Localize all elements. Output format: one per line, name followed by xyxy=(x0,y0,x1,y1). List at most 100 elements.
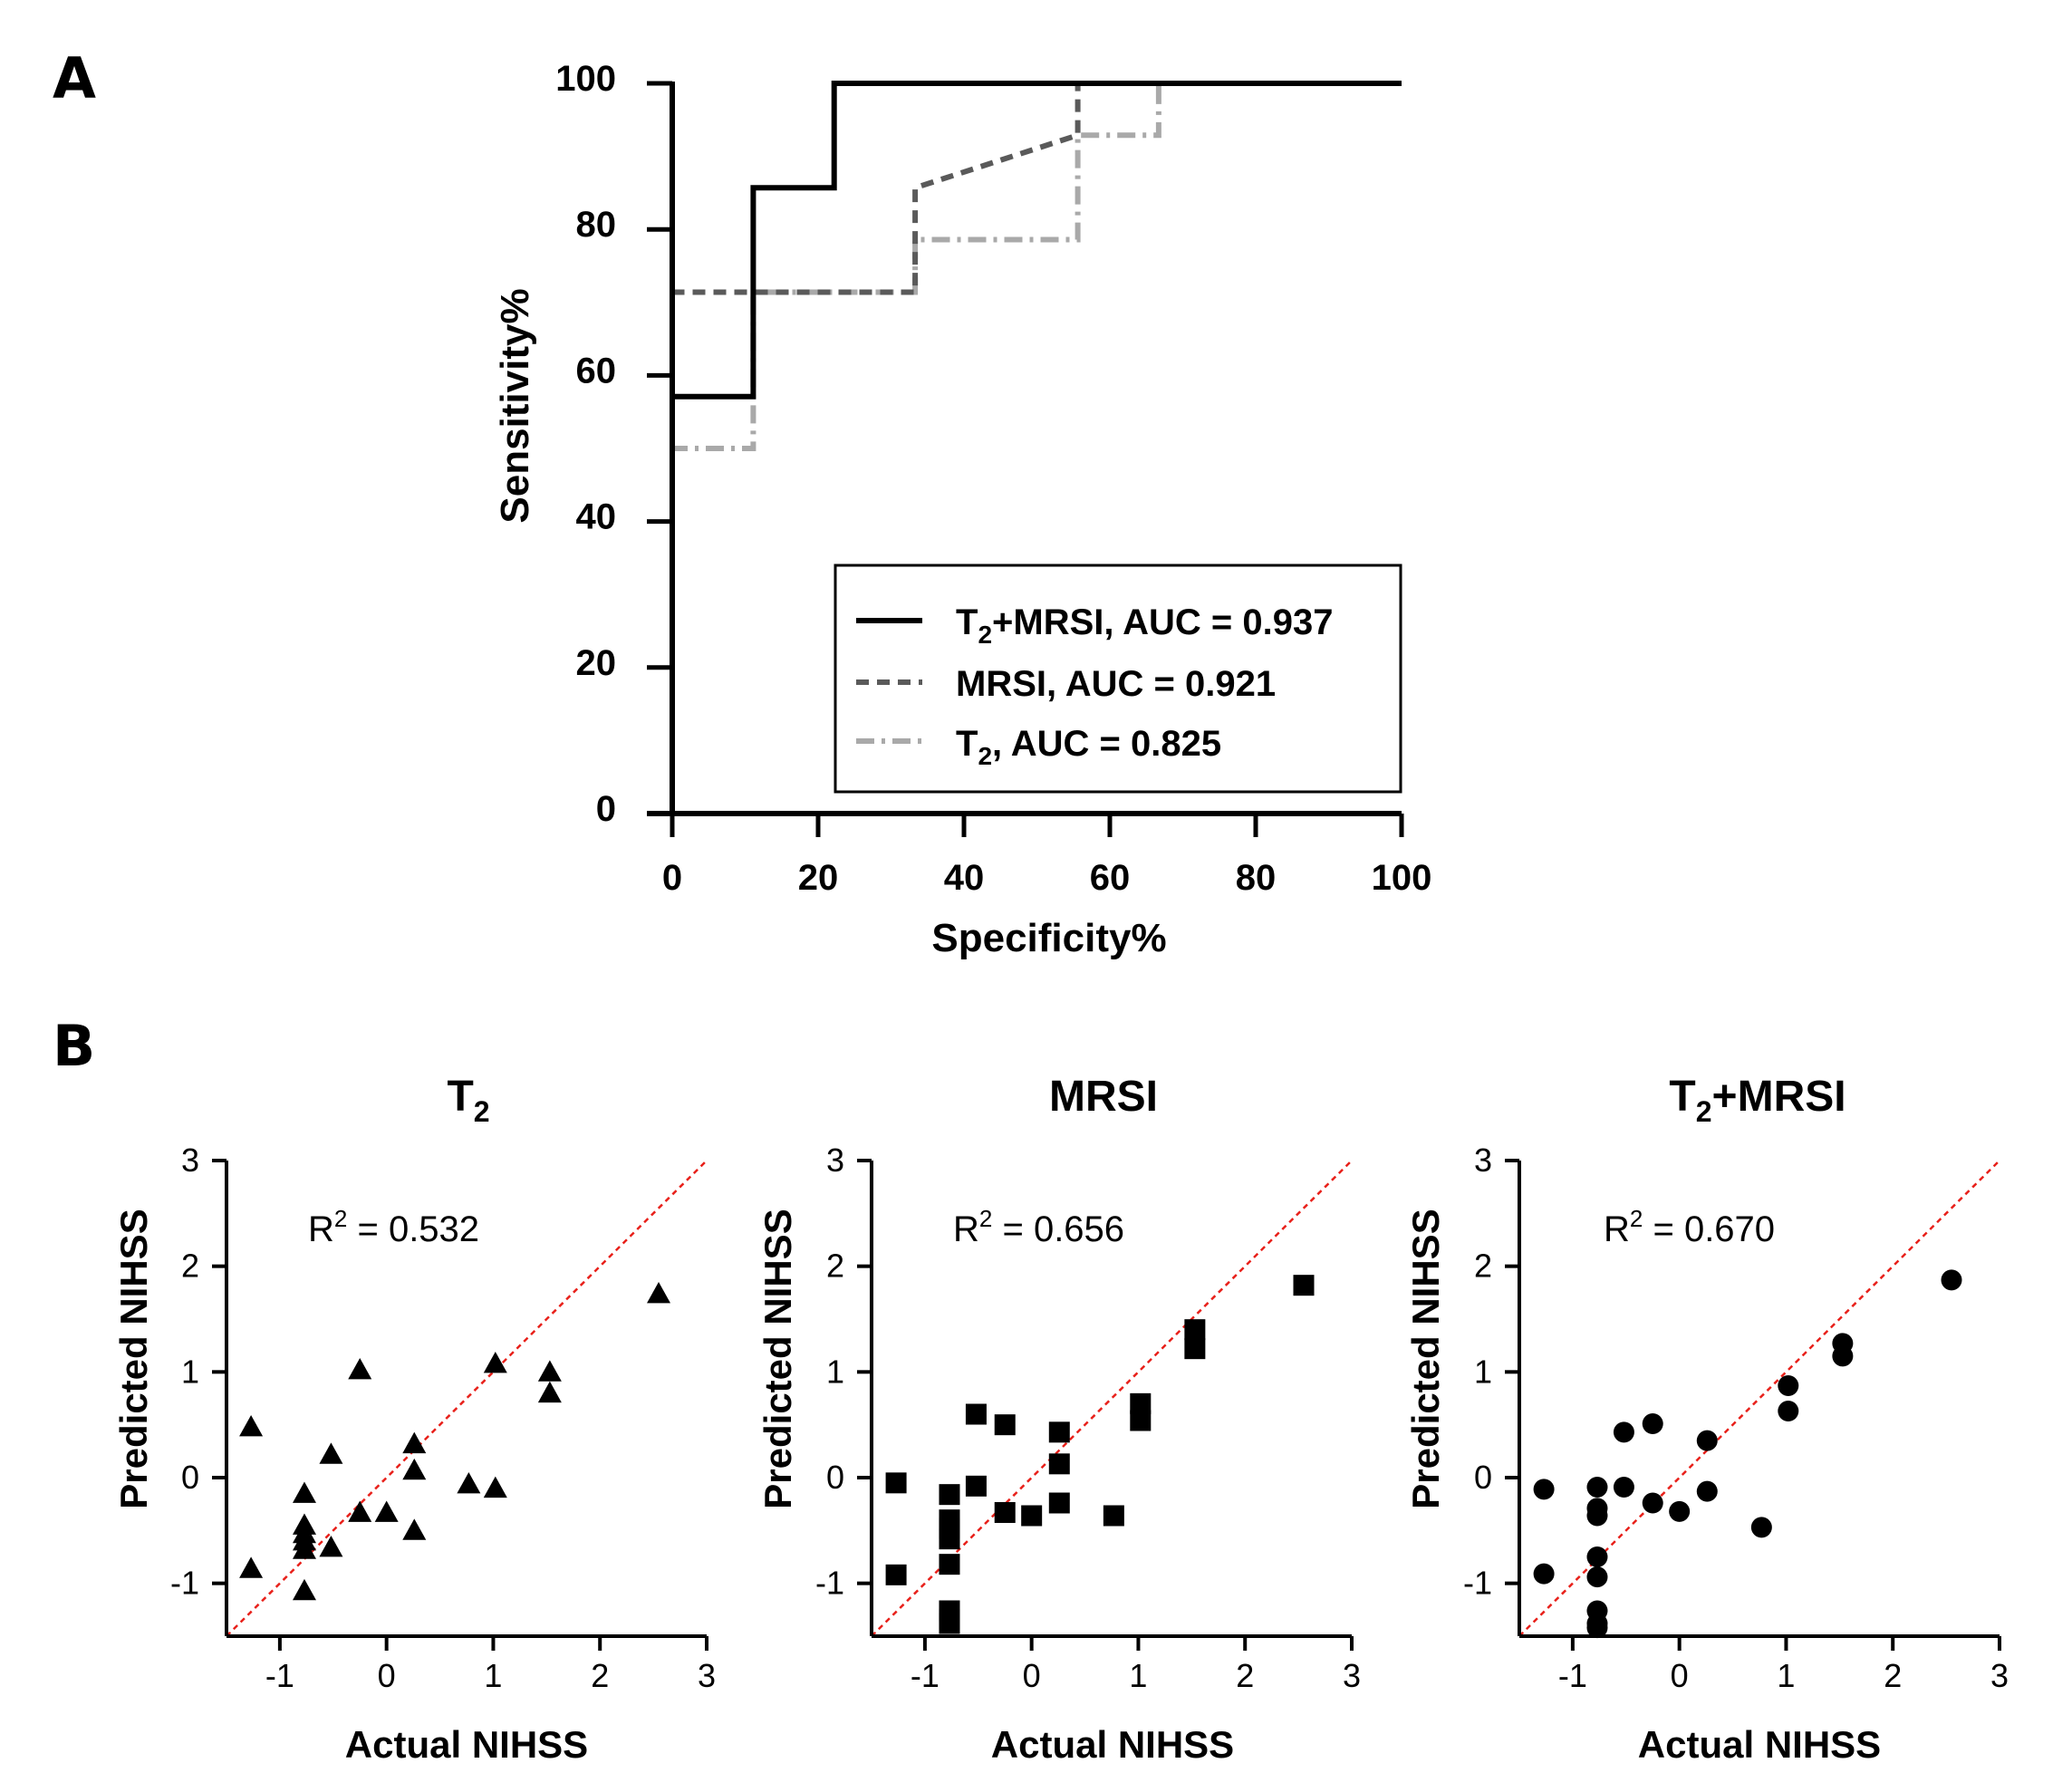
roc-axes xyxy=(647,82,1402,816)
scatter-y-tick-label: 2 xyxy=(826,1248,844,1285)
data-point xyxy=(1750,1517,1772,1538)
scatter-y-label-mrsi: Predicted NIHSS xyxy=(757,1209,799,1508)
scatter-title-mrsi: MRSI xyxy=(1049,1073,1158,1121)
scatter-x-tick-label: 0 xyxy=(1671,1657,1689,1694)
roc-x-tick-label: 20 xyxy=(798,858,839,898)
scatter-x-tick-label: 2 xyxy=(591,1657,609,1694)
legend-label-t2: T2, AUC = 0.825 xyxy=(956,724,1221,770)
data-point xyxy=(1613,1421,1634,1443)
data-point xyxy=(319,1536,343,1557)
roc-line-series-1 xyxy=(670,83,1081,814)
data-point xyxy=(994,1414,1016,1436)
scatter-y-label-t2: Predicted NIHSS xyxy=(112,1209,155,1508)
data-point xyxy=(402,1458,427,1480)
data-point xyxy=(374,1500,399,1522)
data-point xyxy=(1586,1477,1608,1498)
legend-label-mrsi: MRSI, AUC = 0.921 xyxy=(956,664,1276,704)
roc-x-tick-label: 100 xyxy=(1372,858,1432,898)
scatter-chart-t2-mrsi: T2+MRSI R2 = 0.670 Actual NIHSS Predicte… xyxy=(1404,1073,2009,1766)
data-point xyxy=(537,1381,562,1403)
roc-x-tick-label: 80 xyxy=(1236,858,1277,898)
data-point xyxy=(402,1431,427,1454)
data-point xyxy=(319,1442,343,1464)
data-point xyxy=(1642,1492,1663,1514)
roc-chart: 0 20 40 60 80 100 0 20 40 60 80 100 Specificity% Se… xyxy=(493,59,1431,960)
scatter-y-tick-label: -1 xyxy=(170,1565,199,1602)
scatter-title-t2-mrsi: T2+MRSI xyxy=(1669,1073,1846,1128)
scatter-x-label-t2-mrsi: Actual NIHSS xyxy=(1638,1723,1881,1766)
data-point xyxy=(457,1472,481,1494)
roc-line-series-2 xyxy=(670,83,1161,814)
r2-annotation-t2: R2 = 0.532 xyxy=(308,1205,479,1249)
data-point xyxy=(1021,1505,1043,1527)
roc-legend: T2+MRSI, AUC = 0.937 MRSI, AUC = 0.921 T… xyxy=(834,564,1402,794)
data-point xyxy=(939,1528,960,1550)
data-point xyxy=(1184,1319,1206,1341)
roc-y-tick-label: 100 xyxy=(555,59,616,99)
scatter-x-tick-label: 0 xyxy=(1023,1657,1041,1694)
data-point xyxy=(885,1472,907,1494)
data-point xyxy=(939,1554,960,1575)
scatter-y-tick-label: 0 xyxy=(181,1459,199,1496)
roc-y-tick-label: 80 xyxy=(576,205,617,245)
scatter-title-t2: T2 xyxy=(447,1073,489,1128)
scatter-chart-mrsi: MRSI R2 = 0.656 Actual NIHSS Predicted N… xyxy=(757,1073,1361,1766)
data-point xyxy=(483,1352,507,1373)
scatter-x-label-mrsi: Actual NIHSS xyxy=(991,1723,1234,1766)
scatter-y-tick-label: 2 xyxy=(1474,1248,1492,1285)
scatter-y-tick-label: 3 xyxy=(1474,1142,1492,1179)
r2-annotation-mrsi: R2 = 0.656 xyxy=(953,1205,1124,1249)
roc-x-tick-label: 40 xyxy=(944,858,985,898)
data-point xyxy=(1778,1375,1799,1396)
panel-label-a: A xyxy=(53,45,96,111)
scatter-y-label-t2-mrsi: Predicted NIHSS xyxy=(1404,1209,1447,1508)
data-point xyxy=(1941,1269,1962,1291)
data-point xyxy=(1533,1479,1555,1500)
data-point xyxy=(1048,1492,1070,1514)
data-point xyxy=(1533,1563,1555,1585)
data-point xyxy=(994,1502,1016,1523)
data-point xyxy=(965,1475,987,1497)
data-point xyxy=(939,1613,960,1634)
data-point xyxy=(239,1556,264,1578)
data-point xyxy=(1130,1392,1152,1414)
roc-x-axis-label: Specificity% xyxy=(931,916,1166,960)
scatter-y-tick-label: 0 xyxy=(826,1459,844,1496)
roc-x-tick-label: 0 xyxy=(662,858,682,898)
scatter-x-label-t2: Actual NIHSS xyxy=(345,1723,588,1766)
scatter-y-tick-label: -1 xyxy=(815,1565,844,1602)
scatter-y-tick-label: 2 xyxy=(181,1248,199,1285)
scatter-x-tick-label: -1 xyxy=(1558,1657,1587,1694)
scatter-x-tick-label: 2 xyxy=(1236,1657,1254,1694)
scatter-y-tick-label: -1 xyxy=(1463,1565,1492,1602)
data-point xyxy=(1778,1401,1799,1421)
data-point xyxy=(1586,1566,1608,1588)
data-point xyxy=(402,1518,427,1540)
scatter-x-tick-label: 1 xyxy=(1777,1657,1795,1694)
data-point xyxy=(292,1537,316,1559)
scatter-x-tick-label: 3 xyxy=(1343,1657,1361,1694)
data-point xyxy=(292,1578,316,1601)
data-point xyxy=(1642,1413,1663,1434)
legend-label-t2-mrsi: T2+MRSI, AUC = 0.937 xyxy=(956,602,1333,649)
data-point xyxy=(1586,1617,1608,1639)
scatter-x-tick-label: 0 xyxy=(378,1657,396,1694)
data-point xyxy=(348,1358,372,1380)
data-point xyxy=(1696,1430,1718,1451)
data-point xyxy=(537,1360,562,1382)
data-point xyxy=(1184,1338,1206,1360)
scatter-x-tick-label: 1 xyxy=(484,1657,502,1694)
roc-ticks: 0 20 40 60 80 100 0 20 40 60 80 100 xyxy=(555,59,1431,898)
scatter-x-tick-label: 3 xyxy=(698,1657,716,1694)
r2-annotation-t2-mrsi: R2 = 0.670 xyxy=(1604,1205,1775,1249)
data-point xyxy=(239,1415,264,1437)
data-point xyxy=(292,1481,316,1503)
data-point xyxy=(1586,1505,1608,1527)
panel-label-b: B xyxy=(53,1013,95,1079)
data-point xyxy=(348,1500,372,1522)
scatter-chart-t2: T2 R2 = 0.532 Actual NIHSS Predicted NIH… xyxy=(112,1073,716,1766)
data-point xyxy=(1832,1345,1854,1367)
scatter-x-tick-label: -1 xyxy=(265,1657,294,1694)
scatter-y-tick-label: 1 xyxy=(826,1353,844,1390)
data-point xyxy=(1130,1410,1152,1431)
